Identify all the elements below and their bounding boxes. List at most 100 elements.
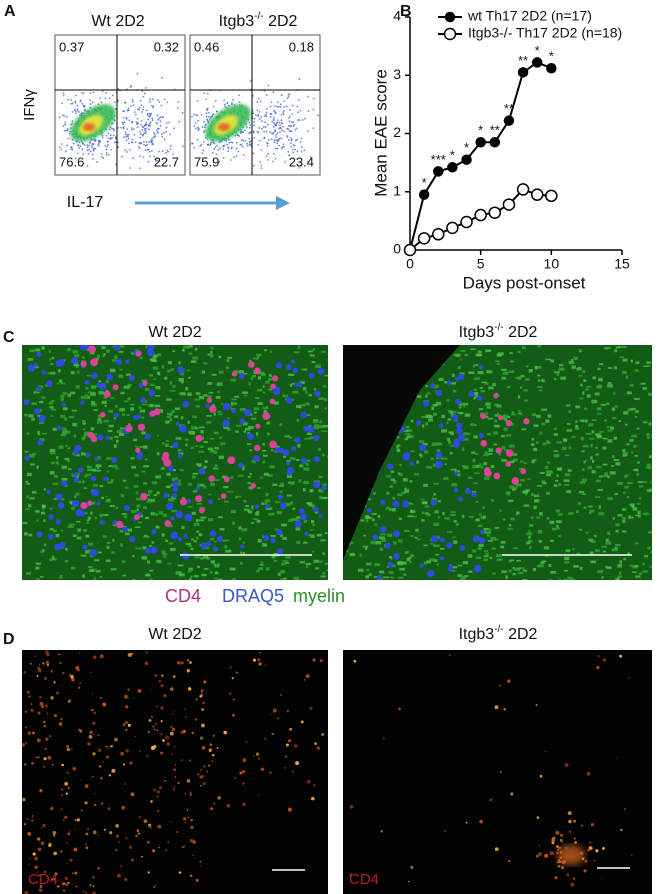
nucleus [453,589,458,594]
myelin-fiber [164,377,167,380]
myelin-fiber [550,360,554,363]
cd4-spot [67,863,68,864]
myelin-fiber [619,561,622,564]
flow-dot [84,144,86,146]
myelin-fiber [224,501,229,503]
cd4-spot [273,709,277,713]
cd4-spot [307,780,311,784]
cd4-cell [270,399,276,405]
myelin-fiber [181,526,184,529]
myelin-fiber [617,564,622,567]
myelin-fiber [603,447,607,450]
nucleus [72,500,79,507]
flow-dot [132,99,134,101]
cd4-spot [65,877,68,880]
myelin-fiber [509,352,513,354]
flow-dot [313,98,315,100]
flow-dot [274,123,276,125]
plot-title: Wt 2D2 [91,13,144,30]
cd4-cell [498,415,503,420]
myelin-fiber [206,421,211,423]
myelin-fiber [59,575,62,578]
cd4-spot [286,710,289,713]
myelin-fiber [479,463,481,465]
myelin-fiber [386,475,391,477]
myelin-fiber [304,438,310,440]
myelin-fiber [569,361,574,364]
cd4-spot [54,714,57,717]
flow-dot [152,119,154,121]
myelin-fiber [626,443,630,445]
myelin-fiber [68,468,71,470]
image-title: Itgb3-/- 2D2 [459,322,538,341]
cd4-spot [89,731,92,734]
nucleus [208,499,213,504]
myelin-fiber [257,356,259,358]
image-label: CD4 [349,871,379,888]
cd4-cell [523,418,529,424]
cd4-spot [256,752,259,755]
myelin-fiber [281,563,285,566]
nucleus [34,408,41,415]
flow-dot [161,136,163,138]
flow-dot [254,118,256,120]
myelin-fiber [399,568,405,571]
flow-dot [228,142,230,144]
cd4-spot [581,825,583,827]
flow-dot [267,159,269,161]
flow-dot [304,118,306,120]
myelin-fiber [524,504,530,506]
flow-dot [101,156,103,158]
myelin-fiber [473,397,475,400]
flow-dot [131,141,133,143]
flow-dot [278,128,280,130]
myelin-fiber [622,508,626,511]
flow-dot [105,148,107,150]
cd4-spot [257,658,260,661]
flow-dot [216,111,218,113]
cd4-spot [111,769,115,773]
cd4-spot [314,742,317,745]
nucleus [103,476,107,480]
myelin-fiber [494,527,499,529]
x-tick-label: 0 [406,256,414,272]
cd4-spot [189,760,191,762]
title-text: Itgb3 [459,626,495,643]
nucleus [420,563,424,567]
nucleus [454,438,460,444]
nucleus [210,530,217,537]
cd4-spot [171,821,172,822]
myelin-fiber [610,471,616,474]
myelin-fiber [590,456,593,459]
myelin-fiber [564,484,569,486]
myelin-fiber [191,447,194,449]
myelin-fiber [166,473,170,476]
significance: *** [431,152,446,167]
myelin-fiber [150,578,153,581]
flow-dot [300,110,302,112]
nucleus [479,433,484,438]
myelin-fiber [187,393,191,396]
myelin-fiber [40,576,43,578]
nucleus [293,368,299,374]
data-point [420,190,429,199]
myelin-fiber [181,469,183,471]
cd4-spot [92,776,94,778]
myelin-fiber [90,511,92,514]
cd4-cell [199,508,205,514]
flow-dot [296,150,298,152]
cd4-spot [503,708,506,711]
flow-dot [143,126,145,128]
cd4-spot [171,754,173,756]
myelin-fiber [372,519,375,521]
myelin-fiber [110,397,114,399]
cd4-spot [156,706,157,707]
nucleus [58,359,65,366]
myelin-fiber [226,539,229,541]
cd4-cell [196,435,203,442]
myelin-fiber [537,386,543,388]
cd4-spot [81,809,83,811]
cd4-spot [570,883,574,887]
myelin-fiber [592,430,595,433]
myelin-fiber [94,578,96,581]
